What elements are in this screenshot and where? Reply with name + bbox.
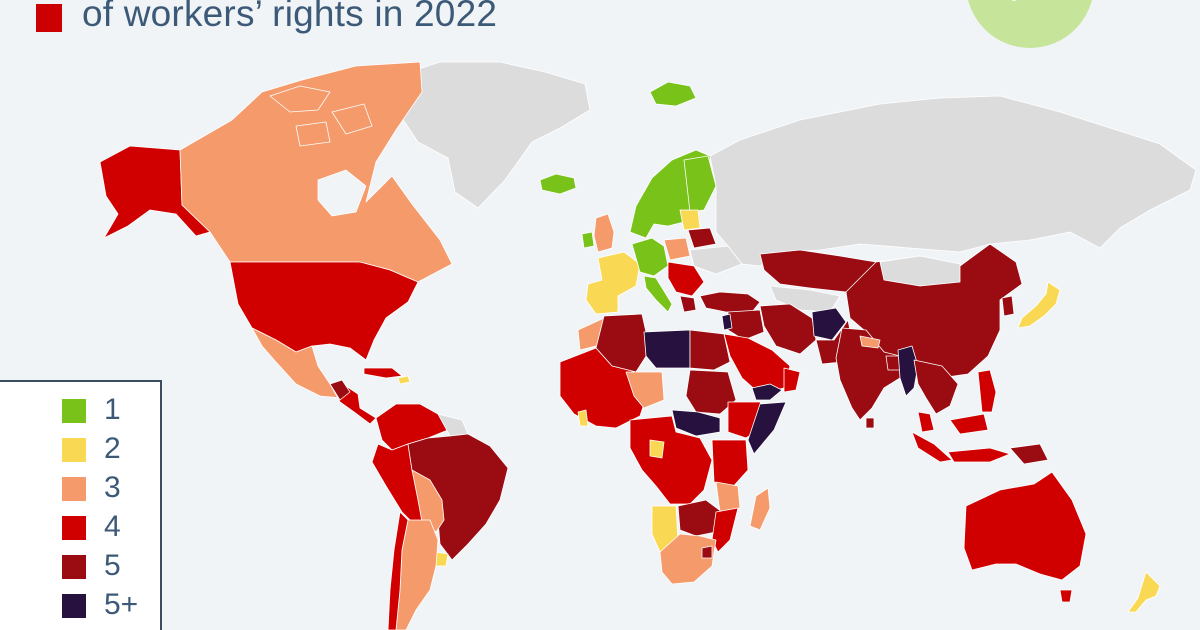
region-japan [1017, 281, 1061, 329]
region-bolivia-paraguay [411, 469, 445, 533]
region-uk [593, 213, 615, 253]
region-new-zealand [1127, 571, 1161, 613]
region-iceland [539, 173, 577, 195]
check-icon [1011, 0, 1017, 1]
region-uruguay [435, 551, 449, 567]
region-afghanistan [811, 307, 847, 341]
region-south-sudan [671, 409, 721, 437]
legend-item-2: 2 [62, 431, 162, 465]
region-central-africa [629, 415, 713, 505]
region-niger-chad [625, 371, 665, 409]
region-sudan [685, 369, 737, 415]
region-tasmania [1059, 589, 1073, 603]
legend-label-2: 2 [104, 432, 121, 465]
region-australia [963, 471, 1087, 581]
region-poland [663, 237, 691, 261]
region-belarus [687, 227, 717, 249]
region-balkans [667, 261, 705, 297]
region-mozambique [711, 507, 739, 553]
title-text: of workers’ rights in 2022 [82, 0, 498, 34]
region-egypt [689, 329, 731, 371]
region-madagascar [749, 487, 771, 531]
legend-label-5: 5 [104, 549, 121, 582]
region-ukraine [689, 245, 743, 275]
legend: 1 2 3 4 5 5+ [0, 380, 162, 630]
legend-swatch-2 [62, 438, 86, 462]
region-nepal [859, 335, 881, 349]
legend-swatch-1 [62, 399, 86, 423]
region-papua [1009, 443, 1049, 465]
region-bangladesh [885, 355, 901, 371]
region-libya [643, 329, 691, 369]
region-guatemala [329, 379, 351, 401]
title-row: of workers’ rights in 2022 [0, 0, 900, 48]
legend-label-4: 4 [104, 510, 121, 543]
region-oman [783, 367, 801, 393]
region-tanzania [715, 481, 741, 513]
legend-label-1: 1 [104, 393, 121, 426]
region-cuba [363, 367, 403, 379]
region-italy [643, 275, 673, 313]
region-sri-lanka [865, 417, 875, 429]
region-indochina [913, 359, 959, 415]
region-gabon [649, 439, 665, 459]
region-greenland [391, 61, 591, 209]
region-west-africa [559, 347, 649, 429]
legend-swatch-3 [62, 477, 86, 501]
region-dominican [397, 375, 411, 385]
legend-item-3: 3 [62, 470, 162, 504]
region-finland [683, 155, 717, 213]
region-russia [709, 95, 1197, 267]
legend-item-5: 5 [62, 548, 162, 582]
region-chile [387, 511, 409, 630]
region-korea [1001, 295, 1015, 317]
region-indonesia [911, 431, 1011, 463]
region-baltics [679, 209, 701, 231]
legend-item-4: 4 [62, 509, 162, 543]
region-palestine [721, 313, 733, 331]
legend-swatch-4 [62, 516, 86, 540]
region-france-spain [585, 251, 641, 315]
legend-label-3: 3 [104, 471, 121, 504]
legend-item-6: 5+ [62, 587, 162, 621]
region-east-africa [711, 439, 749, 491]
legend-swatch-6 [62, 594, 86, 618]
region-malaysia [917, 411, 989, 435]
region-yemen [751, 383, 783, 401]
region-colombia-venezuela [375, 403, 449, 451]
legend-swatch-5 [62, 555, 86, 579]
region-ireland [581, 231, 595, 249]
legend-label-6: 5+ [104, 588, 139, 621]
region-usa [229, 261, 419, 361]
region-philippines [977, 369, 997, 413]
region-myanmar [897, 345, 919, 397]
region-greece [679, 295, 697, 313]
title-accent-mark [36, 4, 62, 32]
region-mongolia [879, 255, 961, 287]
region-eswatini [701, 545, 713, 559]
region-svalbard [649, 81, 697, 107]
region-india [835, 327, 909, 421]
region-ghana [577, 409, 589, 427]
region-turkey [699, 291, 761, 313]
region-somalia [747, 401, 787, 455]
region-iran [759, 303, 817, 355]
region-southern-africa [659, 533, 717, 585]
region-canada-islands [269, 85, 373, 147]
legend-item-1: 1 [62, 392, 162, 426]
region-hudson-bay [317, 169, 367, 217]
